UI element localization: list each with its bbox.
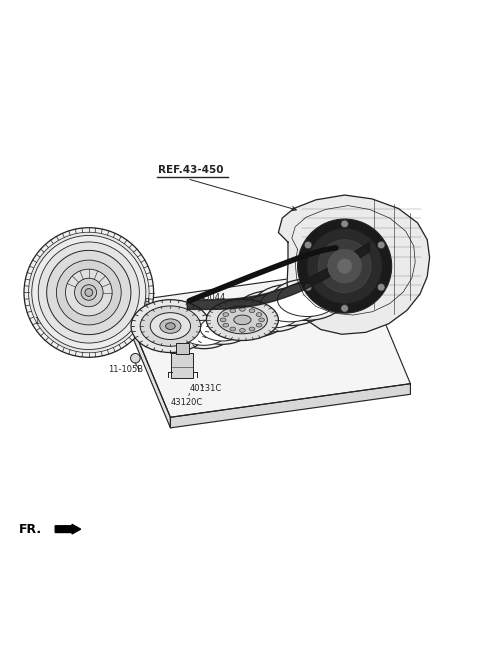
Circle shape	[377, 241, 385, 249]
Circle shape	[56, 260, 121, 325]
Circle shape	[24, 228, 154, 357]
Circle shape	[318, 240, 371, 292]
Ellipse shape	[254, 284, 326, 326]
Ellipse shape	[256, 323, 262, 327]
Polygon shape	[278, 195, 430, 334]
Text: 45665A: 45665A	[276, 311, 308, 319]
Ellipse shape	[277, 283, 337, 317]
Ellipse shape	[131, 300, 210, 353]
Polygon shape	[170, 384, 410, 428]
Ellipse shape	[217, 306, 267, 334]
Text: 45640C: 45640C	[161, 328, 193, 338]
Ellipse shape	[223, 323, 228, 327]
FancyBboxPatch shape	[176, 343, 189, 354]
Text: 46155: 46155	[336, 266, 362, 281]
Ellipse shape	[219, 299, 287, 337]
Polygon shape	[187, 242, 370, 309]
Circle shape	[47, 250, 131, 334]
Ellipse shape	[234, 315, 251, 325]
Ellipse shape	[150, 313, 191, 340]
Ellipse shape	[271, 279, 343, 321]
Polygon shape	[122, 302, 170, 428]
Text: 45044: 45044	[199, 293, 228, 306]
Ellipse shape	[194, 313, 250, 344]
Text: 40131C: 40131C	[190, 384, 222, 393]
Ellipse shape	[200, 316, 244, 341]
Ellipse shape	[242, 294, 301, 328]
Circle shape	[65, 269, 112, 316]
Ellipse shape	[140, 306, 201, 346]
Text: FR.: FR.	[19, 522, 42, 535]
Circle shape	[341, 304, 348, 312]
Ellipse shape	[220, 318, 226, 322]
Circle shape	[85, 288, 93, 296]
Ellipse shape	[259, 318, 264, 322]
Circle shape	[328, 249, 361, 283]
Ellipse shape	[240, 328, 245, 332]
Circle shape	[337, 259, 352, 273]
Circle shape	[38, 242, 139, 343]
Circle shape	[32, 235, 146, 350]
Circle shape	[346, 271, 367, 292]
Ellipse shape	[166, 323, 175, 329]
Ellipse shape	[260, 288, 320, 322]
Ellipse shape	[256, 313, 262, 317]
Circle shape	[131, 353, 140, 363]
Text: 11-105B: 11-105B	[108, 365, 143, 374]
Circle shape	[377, 283, 385, 291]
Text: 461CCB: 461CCB	[118, 298, 151, 312]
Ellipse shape	[230, 309, 236, 313]
Ellipse shape	[240, 307, 245, 311]
Circle shape	[341, 220, 348, 228]
Ellipse shape	[206, 299, 278, 340]
Ellipse shape	[249, 327, 255, 331]
Text: 45100: 45100	[43, 260, 72, 274]
Circle shape	[28, 232, 149, 353]
Text: 45651C: 45651C	[250, 325, 282, 334]
Text: 43120C: 43120C	[170, 394, 203, 407]
Ellipse shape	[236, 290, 308, 332]
Polygon shape	[122, 269, 410, 417]
FancyBboxPatch shape	[171, 353, 193, 378]
Circle shape	[349, 275, 363, 288]
Ellipse shape	[176, 317, 232, 349]
Text: 45651D: 45651D	[316, 298, 348, 307]
Text: 45670: 45670	[293, 298, 319, 307]
Ellipse shape	[249, 309, 255, 313]
Ellipse shape	[230, 327, 236, 331]
Text: 1140GD: 1140GD	[34, 314, 74, 326]
Ellipse shape	[209, 308, 264, 340]
Circle shape	[74, 279, 103, 307]
Text: 46150: 46150	[118, 312, 146, 325]
Circle shape	[304, 241, 312, 249]
Circle shape	[81, 284, 96, 300]
Circle shape	[307, 229, 382, 304]
Circle shape	[304, 283, 312, 291]
Ellipse shape	[223, 313, 228, 317]
Ellipse shape	[182, 321, 226, 346]
Ellipse shape	[226, 303, 280, 333]
FancyArrow shape	[55, 524, 81, 534]
Circle shape	[298, 219, 392, 313]
Text: REF.43-450: REF.43-450	[158, 165, 224, 175]
Ellipse shape	[215, 311, 259, 336]
Ellipse shape	[160, 319, 181, 333]
